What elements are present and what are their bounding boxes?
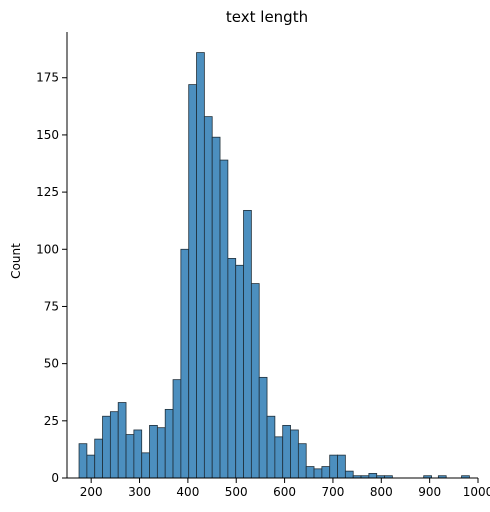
histogram-bar-18 (219, 159, 229, 479)
chart-title: text length (226, 8, 308, 26)
histogram-bar-23 (258, 376, 268, 479)
histogram-bar-26 (282, 424, 291, 479)
x-tick-label: 500 (225, 485, 248, 499)
histogram-bar-1 (86, 454, 96, 479)
x-tick-label: 700 (321, 485, 344, 499)
histogram-bar-15 (196, 52, 205, 479)
histogram-bar-20 (235, 264, 244, 479)
x-tick-label: 800 (370, 485, 393, 499)
histogram-bar-10 (156, 427, 166, 479)
histogram-bar-31 (321, 466, 331, 479)
histogram-bar-34 (344, 470, 354, 479)
histogram-bar-28 (297, 443, 307, 479)
histogram-bar-11 (164, 408, 174, 479)
histogram-bar-14 (188, 84, 197, 479)
x-tick-label: 900 (418, 485, 441, 499)
y-tick-label: 75 (44, 299, 59, 313)
histogram-bar-21 (243, 209, 252, 479)
y-tick-label: 150 (36, 128, 59, 142)
x-tick-label: 1000 (463, 485, 490, 499)
histogram-bar-16 (203, 116, 213, 479)
histogram-bar-0 (78, 443, 88, 479)
histogram-bar-25 (274, 436, 284, 479)
x-axis-ticks: 200 300 400 500 600 700 800 900 1000 (80, 478, 490, 499)
histogram-bar-33 (337, 454, 346, 479)
y-axis-ticks: 0 25 50 75 100 125 150 175 (36, 71, 67, 485)
y-tick-label: 0 (51, 471, 59, 485)
histogram-bar-6 (125, 434, 135, 479)
histogram-bar-5 (117, 402, 127, 479)
histogram-bar-4 (109, 411, 119, 479)
histogram-bar-29 (305, 466, 315, 479)
histogram-bar-37 (368, 473, 378, 479)
y-tick-label: 50 (44, 357, 59, 371)
y-tick-label: 100 (36, 242, 59, 256)
histogram-bar-13 (180, 248, 190, 479)
histogram-bar-3 (102, 415, 111, 479)
histogram-bar-17 (211, 136, 221, 479)
histogram-bar-12 (172, 379, 182, 479)
histogram-bar-19 (227, 258, 237, 479)
x-tick-label: 600 (273, 485, 296, 499)
x-tick-label: 300 (128, 485, 151, 499)
histogram-bar-32 (329, 454, 338, 479)
histogram-bar-24 (266, 415, 276, 479)
histogram-bar-9 (149, 424, 158, 479)
y-axis-label: Count (9, 243, 23, 279)
histogram-bar-30 (313, 468, 323, 479)
x-tick-label: 400 (176, 485, 199, 499)
histogram-bar-7 (133, 429, 143, 479)
bars-group (78, 52, 470, 479)
histogram-bar-2 (94, 438, 103, 479)
histogram-bar-22 (250, 283, 260, 479)
y-tick-label: 25 (44, 414, 59, 428)
y-tick-label: 175 (36, 71, 59, 85)
histogram-bar-8 (141, 452, 150, 479)
histogram-bar-27 (290, 429, 299, 479)
y-tick-label: 125 (36, 185, 59, 199)
x-tick-label: 200 (80, 485, 103, 499)
